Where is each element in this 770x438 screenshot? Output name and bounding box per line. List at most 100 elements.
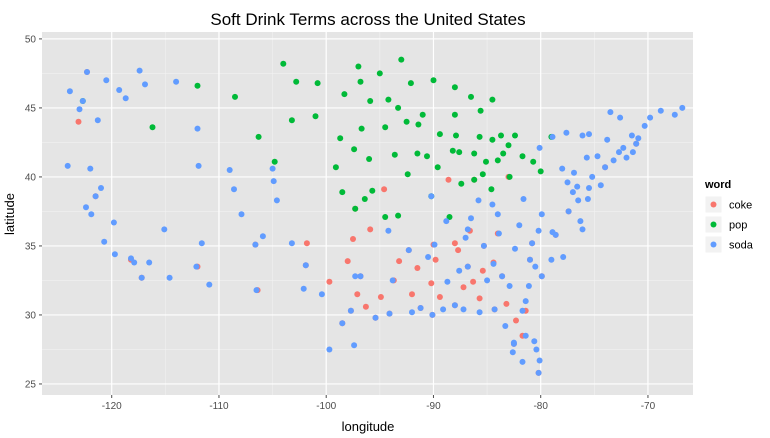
data-point-soda [629, 149, 636, 156]
data-point-pop [271, 158, 278, 165]
data-point-soda [103, 77, 110, 84]
data-point-soda [525, 283, 532, 289]
y-axis-title: latitude [2, 193, 17, 235]
chart-title: Soft Drink Terms across the United State… [210, 10, 525, 29]
data-point-soda [579, 132, 586, 139]
data-point-pop [506, 173, 513, 180]
data-point-pop [488, 186, 495, 193]
legend: word coke pop soda [704, 179, 754, 254]
data-point-soda [456, 267, 463, 274]
data-point-soda [76, 106, 83, 113]
data-point-pop [293, 78, 300, 85]
data-point-soda [206, 281, 213, 288]
plot-panel [42, 32, 693, 395]
data-point-soda [563, 129, 570, 136]
data-point-soda [161, 226, 168, 233]
data-point-soda [226, 167, 233, 173]
data-point-soda [443, 218, 450, 225]
legend-label-coke: coke [729, 200, 752, 212]
data-point-soda [538, 211, 545, 218]
data-point-coke [409, 291, 415, 298]
data-point-coke [513, 317, 519, 324]
data-point-pop [149, 124, 156, 131]
y-tick-label: 35 [25, 241, 37, 252]
y-tick-label: 45 [25, 103, 37, 114]
data-point-pop [366, 156, 373, 162]
data-point-pop [376, 70, 383, 77]
data-point-soda [198, 240, 205, 247]
data-point-soda [535, 369, 542, 376]
x-tick-label: -110 [209, 401, 229, 412]
data-point-soda [536, 144, 543, 151]
data-point-pop [489, 136, 496, 143]
data-point-coke [381, 186, 388, 193]
x-tick-label: -80 [533, 401, 548, 412]
data-point-pop [288, 117, 295, 124]
legend-swatch-soda [710, 241, 717, 248]
data-point-soda [657, 107, 664, 114]
x-tick-label: -70 [641, 401, 656, 412]
data-point-soda [326, 346, 333, 353]
x-tick-label: -90 [426, 401, 441, 412]
data-point-soda [586, 131, 592, 138]
data-point-coke [362, 303, 369, 310]
legend-label-soda: soda [729, 240, 754, 252]
data-point-soda [579, 226, 586, 233]
data-point-soda [499, 273, 506, 280]
data-point-pop [339, 189, 346, 196]
data-point-coke [75, 118, 82, 125]
data-point-pop [505, 142, 512, 149]
data-point-coke [470, 278, 477, 285]
data-point-soda [484, 277, 491, 284]
data-point-soda [597, 182, 604, 189]
data-point-soda [122, 95, 129, 102]
data-point-soda [405, 247, 412, 254]
data-point-soda [559, 165, 566, 172]
data-point-coke [432, 256, 439, 263]
data-point-pop [255, 133, 262, 140]
data-point-soda [146, 259, 153, 266]
data-point-soda [607, 109, 614, 116]
data-point-coke [303, 240, 310, 247]
data-point-soda [620, 144, 627, 151]
data-point-soda [269, 165, 276, 172]
data-point-soda [87, 165, 94, 172]
data-point-soda [623, 154, 630, 161]
data-point-coke [396, 258, 403, 265]
data-point-soda [110, 219, 117, 226]
data-point-soda [386, 310, 393, 317]
data-point-pop [358, 125, 365, 132]
data-point-soda [475, 197, 482, 204]
data-point-soda [633, 140, 640, 147]
data-point-pop [537, 168, 544, 175]
data-point-soda [79, 98, 86, 104]
data-point-pop [337, 135, 344, 142]
data-point-soda [318, 291, 325, 298]
data-point-pop [498, 132, 504, 139]
data-point-soda [444, 278, 451, 285]
data-point-soda [522, 332, 529, 339]
data-point-pop [530, 158, 537, 165]
data-point-soda [589, 173, 596, 180]
data-point-pop [414, 150, 421, 157]
data-points [64, 56, 686, 376]
data-point-soda [351, 342, 358, 349]
data-point-soda [451, 302, 458, 309]
data-point-pop [367, 98, 374, 104]
data-point-soda [604, 136, 611, 143]
data-point-soda [425, 254, 432, 260]
data-point-coke [436, 294, 443, 300]
data-point-coke [479, 267, 486, 274]
data-point-pop [449, 147, 456, 154]
data-point-soda [564, 179, 571, 186]
data-point-coke [460, 284, 467, 291]
data-point-coke [377, 294, 384, 300]
data-point-soda [549, 229, 556, 236]
data-point-soda [64, 162, 71, 169]
data-point-soda [195, 162, 202, 169]
data-point-soda [532, 263, 539, 270]
data-point-soda [84, 69, 90, 75]
data-point-soda [372, 314, 379, 321]
data-point-soda [440, 306, 447, 313]
data-point-pop [351, 146, 358, 153]
